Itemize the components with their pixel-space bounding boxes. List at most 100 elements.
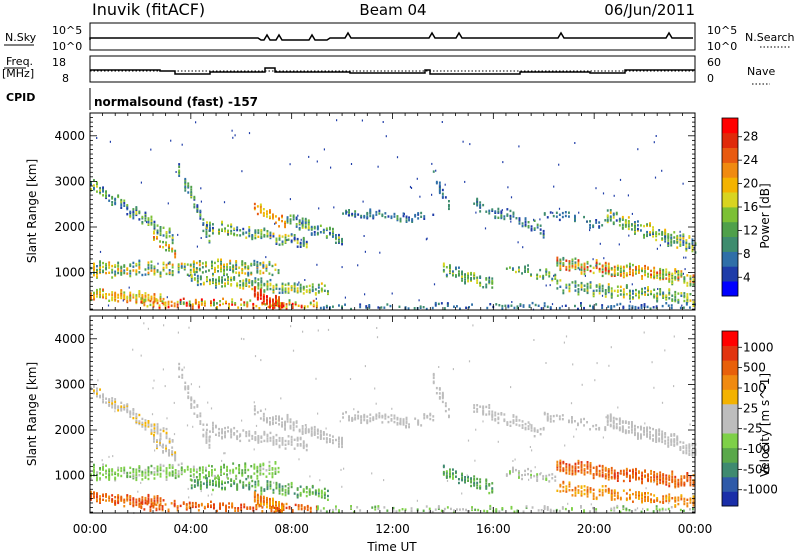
velocity-cell-1967 xyxy=(647,479,649,483)
power-cell-2208 xyxy=(404,306,407,309)
velocity-cell-830 xyxy=(673,440,676,444)
velocity-cell-55 xyxy=(129,415,132,418)
power-cell-1662 xyxy=(461,276,463,280)
power-cell-1669 xyxy=(464,278,466,281)
velocity-cell-1625 xyxy=(259,498,262,501)
power-cell-1368 xyxy=(135,296,138,300)
velocity-cell-1294 xyxy=(296,488,299,491)
power-cell-135 xyxy=(162,240,164,244)
velocity-cell-196 xyxy=(199,412,202,415)
velocity-cell-526 xyxy=(402,420,405,424)
power-cell-524 xyxy=(411,219,414,222)
power-cell-990 xyxy=(201,271,204,274)
power-cell-2279 xyxy=(616,303,619,306)
velocity-cell-2353 xyxy=(646,508,649,511)
velocity-cell-615 xyxy=(506,422,509,425)
velocity-cell-896 xyxy=(102,463,104,466)
velocity-cell-202 xyxy=(205,440,208,443)
power-cell-178 xyxy=(193,198,196,201)
power-cell-1477 xyxy=(203,300,206,303)
velocity-cell-1738 xyxy=(485,484,488,488)
power-cell-26 xyxy=(105,190,107,193)
velocity-cell-1235 xyxy=(251,484,254,488)
power-cell-189 xyxy=(199,213,202,216)
velocity-cell-970 xyxy=(150,471,153,474)
power-cell-1551 xyxy=(297,304,300,307)
velocity-cell-2076 xyxy=(571,494,574,497)
power-cell-41 xyxy=(120,201,123,204)
power-cell-2365 xyxy=(196,245,198,248)
power-cell-317 xyxy=(293,237,296,241)
velocity-cell-2020 xyxy=(674,484,677,488)
power-cell-2433 xyxy=(361,119,363,122)
velocity-cell-1633 xyxy=(262,495,265,499)
power-cell-782 xyxy=(673,231,676,234)
velocity-cell-1917 xyxy=(616,475,619,479)
velocity-cell-1667 xyxy=(278,507,280,510)
velocity-cell-1983 xyxy=(656,483,659,486)
power-cell-1011 xyxy=(217,264,219,268)
power-cell-854 xyxy=(102,261,104,265)
power-cell-1824 xyxy=(601,270,604,274)
velocity-cell-2411 xyxy=(529,446,531,448)
velocity-cell-218 xyxy=(212,428,214,431)
power-cell-110 xyxy=(162,226,165,229)
power-cell-1670 xyxy=(464,275,466,279)
power-cell-402 xyxy=(301,222,304,226)
velocity-cell-2324 xyxy=(561,507,564,510)
power-cell-621 xyxy=(536,223,539,226)
power-cell-840 xyxy=(96,270,98,273)
power-cell-224 xyxy=(218,228,220,231)
velocity-cell-703 xyxy=(609,417,612,420)
power-cell-2037 xyxy=(586,282,589,286)
power-cell-1842 xyxy=(607,262,610,265)
velocity-cell-1642 xyxy=(269,505,271,508)
power-cell-2009 xyxy=(568,289,571,293)
power-cell-1218 xyxy=(269,284,272,287)
velocity-cell-148 xyxy=(168,451,170,454)
velocity-cell-88 xyxy=(147,420,150,423)
power-cell-706 xyxy=(631,224,633,227)
power-cell-475 xyxy=(354,215,357,218)
power-cell-6 xyxy=(93,186,95,190)
velocity-cell-1591 xyxy=(297,504,300,507)
power-cell-1859 xyxy=(619,274,622,277)
velocity-cell-1764 xyxy=(518,470,520,473)
velocity-cell-1893 xyxy=(604,469,607,472)
power-cell-976 xyxy=(192,268,195,271)
velocity-cell-1104 xyxy=(244,465,247,468)
velocity-cell-2168 xyxy=(644,493,646,496)
velocity-cell-2172 xyxy=(647,497,649,500)
power-cell-425 xyxy=(313,233,316,236)
power-cell-1568 xyxy=(253,292,256,295)
power-cell-375 xyxy=(284,222,286,225)
power-cell-2349 xyxy=(364,250,366,253)
power-cell-1707 xyxy=(491,281,494,284)
velocity-cell-2366 xyxy=(689,508,691,511)
power-cell-2140 xyxy=(662,292,665,296)
velocity-cell-823 xyxy=(670,441,673,444)
velocity-cell-1097 xyxy=(241,474,244,477)
power-cell-1461 xyxy=(194,302,197,305)
velocity-cell-1689 xyxy=(449,476,451,479)
velocity-cell-942 xyxy=(135,476,138,479)
velocity-cell-2206 xyxy=(677,502,680,506)
velocity-cell-1683 xyxy=(442,464,445,467)
velocity-cell-2477 xyxy=(343,467,345,470)
velocity-cell-2367 xyxy=(692,510,694,513)
velocity-cell-2299 xyxy=(501,508,504,511)
velocity-cell-1127 xyxy=(259,467,262,470)
velocity-cell-1497 xyxy=(188,506,191,510)
power-cell-819 xyxy=(691,242,694,245)
power-cell-1258 xyxy=(296,287,299,290)
power-cell-187 xyxy=(199,217,202,220)
power-cell-2027 xyxy=(580,281,583,285)
velocity-cell-340 xyxy=(253,409,256,412)
velocity-cell-731 xyxy=(621,420,624,423)
power-cell-1048 xyxy=(235,260,238,263)
power-cell-1637 xyxy=(442,265,445,268)
power-cell-1523 xyxy=(273,305,276,308)
power-cell-1297 xyxy=(90,296,92,299)
velocity-cell-683 xyxy=(586,421,588,424)
velocity-cell-1547 xyxy=(237,507,240,510)
